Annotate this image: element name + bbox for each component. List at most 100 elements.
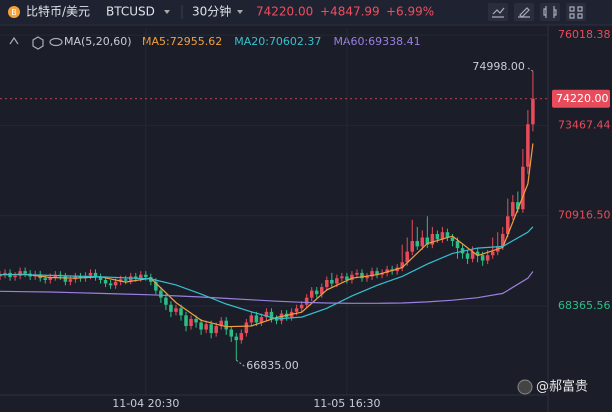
candle-body bbox=[370, 271, 374, 277]
candle-body bbox=[194, 318, 198, 323]
ma-label: MA(5,20,60) bbox=[64, 35, 132, 48]
interval[interactable]: 30分钟 bbox=[192, 4, 231, 19]
candle-body bbox=[219, 320, 223, 326]
tool-button[interactable] bbox=[514, 3, 534, 21]
candle-body bbox=[375, 271, 379, 275]
candle-body bbox=[435, 233, 440, 240]
candle-body bbox=[269, 311, 274, 319]
candle-body bbox=[425, 237, 430, 245]
candle-body bbox=[385, 269, 389, 273]
candle-body bbox=[93, 272, 98, 278]
change-pct: +6.99% bbox=[386, 5, 434, 19]
candle-body bbox=[154, 281, 158, 291]
annotation-leader bbox=[235, 359, 245, 367]
annotation: 66835.00 bbox=[246, 359, 299, 372]
candle-body bbox=[516, 202, 520, 210]
watermark: @郝富贵 bbox=[536, 379, 588, 395]
candle-body bbox=[18, 271, 22, 276]
candle-body bbox=[340, 276, 344, 279]
ma-line bbox=[0, 226, 534, 320]
candle-body bbox=[103, 279, 108, 284]
y-tick-label: 68365.56 bbox=[558, 299, 611, 312]
candle-body bbox=[420, 237, 425, 247]
tool-button[interactable] bbox=[540, 3, 560, 21]
candle-body bbox=[113, 281, 118, 286]
last-price-label: 74220.00 bbox=[556, 92, 609, 105]
tool-button[interactable] bbox=[488, 3, 508, 21]
candle-body bbox=[133, 276, 138, 279]
candle-body bbox=[3, 272, 7, 275]
candle-body bbox=[490, 251, 495, 256]
candle-body bbox=[63, 276, 68, 282]
candle-body bbox=[199, 322, 203, 330]
price: 74220.00 bbox=[256, 5, 313, 19]
x-tick-label: 11-04 20:30 bbox=[112, 397, 179, 410]
candle-body bbox=[264, 311, 269, 318]
tool-button[interactable] bbox=[566, 3, 586, 21]
candle-body bbox=[0, 274, 2, 277]
candle-body bbox=[144, 274, 148, 278]
candle-body bbox=[249, 315, 254, 323]
tool-icon bbox=[492, 7, 505, 18]
candle-body bbox=[450, 237, 455, 242]
change: +4847.99 bbox=[320, 5, 380, 19]
candle-body bbox=[325, 279, 329, 288]
candle-body bbox=[274, 318, 279, 321]
coin-symbol: B bbox=[11, 8, 17, 17]
collapse-icon[interactable] bbox=[9, 36, 19, 45]
candle-body bbox=[123, 279, 128, 281]
candle-body bbox=[108, 283, 113, 286]
tool-icon bbox=[543, 6, 557, 18]
candle-body bbox=[179, 308, 183, 316]
candle-body bbox=[309, 290, 314, 298]
candle-body bbox=[48, 277, 53, 280]
candle-body bbox=[224, 320, 228, 330]
candle-body bbox=[485, 255, 490, 261]
toolbar bbox=[0, 0, 612, 25]
candle-body bbox=[209, 324, 213, 334]
candle-body bbox=[455, 241, 460, 249]
candle-body bbox=[139, 274, 143, 279]
candle-body bbox=[234, 336, 239, 341]
candle-body bbox=[88, 272, 93, 276]
candle-body bbox=[214, 325, 218, 334]
symbol-code[interactable]: BTCUSD bbox=[106, 5, 155, 19]
x-tick-label: 11-05 16:30 bbox=[313, 397, 380, 410]
candle-body bbox=[304, 297, 309, 305]
candle-body bbox=[405, 251, 409, 263]
candle-body bbox=[314, 290, 319, 295]
last-price-box bbox=[552, 89, 610, 108]
candle-body bbox=[229, 329, 234, 337]
eye-icon[interactable] bbox=[49, 37, 63, 47]
candle-body bbox=[506, 216, 510, 234]
candle-body bbox=[13, 275, 17, 278]
candle-body bbox=[164, 297, 168, 305]
candle-body bbox=[475, 251, 480, 256]
candle-body bbox=[415, 241, 420, 247]
candle-body bbox=[531, 98, 535, 125]
candle-body bbox=[43, 278, 48, 280]
y-tick-label: 70916.50 bbox=[558, 209, 611, 222]
annotation-leader bbox=[526, 66, 534, 72]
candle-body bbox=[526, 124, 530, 167]
candle-body bbox=[355, 272, 359, 275]
candle-body bbox=[68, 279, 73, 282]
symbol-name[interactable]: 比特币/美元 bbox=[26, 4, 90, 19]
dropdown-arrow[interactable] bbox=[164, 10, 170, 14]
candle-body bbox=[410, 241, 415, 252]
candle-body bbox=[521, 166, 525, 210]
legend-entry: MA60:69338.41 bbox=[333, 35, 420, 48]
candle-body bbox=[159, 290, 163, 298]
coin-icon bbox=[8, 6, 20, 18]
candle-body bbox=[174, 308, 178, 312]
candle-body bbox=[335, 278, 339, 284]
settings-icon[interactable] bbox=[32, 36, 44, 50]
candle-body bbox=[294, 308, 299, 312]
y-tick-label: 73467.44 bbox=[558, 118, 611, 131]
dropdown-arrow[interactable] bbox=[237, 10, 243, 14]
legend-entry: MA5:72955.62 bbox=[142, 35, 222, 48]
candle-body bbox=[98, 277, 103, 280]
y-tick-label: 76018.38 bbox=[558, 28, 611, 41]
